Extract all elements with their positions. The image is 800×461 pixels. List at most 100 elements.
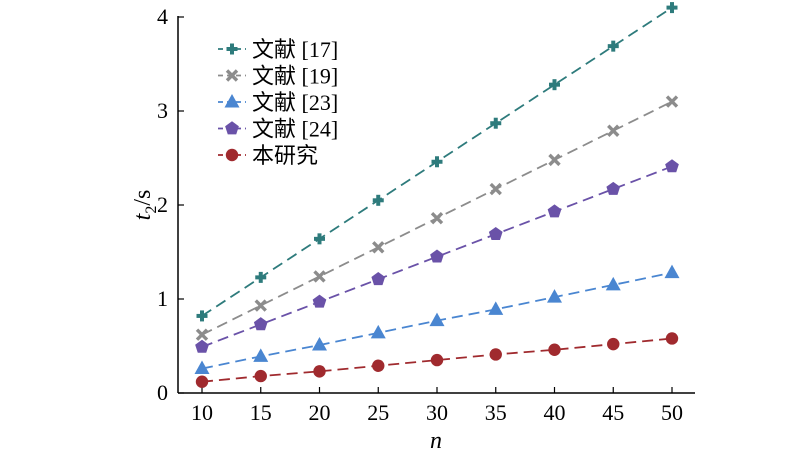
marker-plus-v [552, 79, 557, 91]
y-tick-label: 0 [157, 380, 168, 405]
data-point [430, 353, 444, 367]
data-point [607, 337, 620, 351]
data-point [488, 301, 504, 315]
x-tick-label: 10 [191, 400, 213, 425]
data-point [548, 343, 561, 356]
data-point [254, 369, 267, 383]
marker-plus-v [258, 271, 263, 283]
data-point [371, 272, 386, 286]
legend-label: 文献 [19] [252, 64, 338, 89]
y-axis-title-unit: /s [130, 190, 156, 206]
marker-x-b [489, 182, 502, 196]
series-line [201, 337, 673, 383]
legend-label: 文献 [23] [252, 90, 338, 115]
data-point [196, 310, 208, 322]
data-point [312, 337, 327, 351]
data-point [490, 117, 502, 129]
data-point [665, 332, 679, 345]
data-point [430, 211, 444, 225]
x-axis-title: n [430, 428, 442, 454]
marker-x-b [665, 95, 679, 108]
data-point [548, 153, 561, 167]
marker-x-b [548, 153, 561, 167]
y-tick-label: 3 [157, 98, 168, 123]
axes: 10 15 20 25 30 35 40 45 50 0 1 2 3 4 [157, 4, 695, 425]
y-axis-title: t2/s [130, 190, 160, 221]
data-point [605, 276, 621, 291]
data-point [665, 159, 679, 173]
data-point [489, 348, 502, 361]
legend: 文献 [17]文献 [19]文献 [23]文献 [24]本研究 [218, 37, 338, 168]
marker-plus-v [200, 310, 204, 322]
y-tick-label: 1 [157, 286, 168, 311]
series-3 [194, 264, 680, 375]
data-point [195, 375, 209, 388]
data-point [254, 299, 267, 312]
data-point [549, 79, 560, 91]
data-point [313, 365, 326, 378]
marker-x-b [313, 270, 326, 283]
data-point [607, 40, 619, 52]
data-point [253, 317, 268, 331]
data-point [372, 241, 385, 254]
data-point [666, 2, 678, 14]
series-group [194, 2, 680, 388]
legend-marker [225, 69, 239, 82]
x-tick-label: 25 [367, 400, 389, 425]
marker-plus-v [317, 233, 322, 245]
data-point [547, 289, 562, 303]
series-5 [195, 332, 679, 388]
x-tick-label: 45 [602, 400, 624, 425]
marker-x-b [372, 241, 385, 254]
x-tick-label: 15 [250, 400, 272, 425]
x-tick-label: 30 [426, 400, 448, 425]
legend-item: 文献 [23] [218, 90, 338, 115]
legend-marker [225, 121, 239, 135]
legend-marker [226, 43, 238, 55]
marker-plus-v [435, 156, 439, 168]
legend-label: 文献 [24] [252, 117, 338, 142]
data-point [313, 270, 326, 283]
marker-x-b [607, 124, 620, 137]
data-point [488, 226, 503, 240]
data-point [253, 348, 269, 362]
data-point [606, 181, 621, 195]
legend-marker [225, 148, 239, 162]
marker-plus-v [376, 194, 381, 206]
data-point [195, 328, 209, 341]
marker-plus-v [611, 40, 616, 52]
marker-plus-v [493, 117, 498, 129]
data-point [431, 156, 443, 168]
data-point [664, 264, 680, 279]
y-tick-label: 2 [157, 192, 168, 217]
legend-item: 文献 [19] [218, 64, 338, 89]
marker-plus-v [230, 43, 234, 55]
legend-label: 本研究 [252, 143, 318, 168]
data-point [429, 312, 445, 327]
data-point [314, 233, 325, 245]
data-point [547, 204, 562, 218]
x-tick-label: 40 [544, 400, 566, 425]
x-tick-label: 35 [485, 400, 507, 425]
data-point [312, 294, 327, 308]
marker-x-b [254, 299, 267, 312]
data-point [607, 124, 620, 137]
legend-item: 本研究 [218, 143, 318, 168]
legend-label: 文献 [17] [252, 37, 338, 62]
data-point [370, 324, 386, 339]
legend-marker [224, 94, 240, 108]
legend-item: 文献 [24] [218, 117, 338, 142]
y-axis-title-sub: 2 [143, 206, 160, 214]
data-point [665, 95, 679, 108]
data-point [372, 359, 385, 372]
data-point [430, 249, 444, 263]
data-point [489, 182, 502, 196]
marker-x-b [225, 69, 239, 82]
legend-item: 文献 [17] [218, 37, 338, 62]
data-point [194, 360, 210, 375]
x-tick-label: 20 [309, 400, 331, 425]
data-point [372, 194, 384, 206]
y-tick-label: 4 [157, 4, 168, 29]
